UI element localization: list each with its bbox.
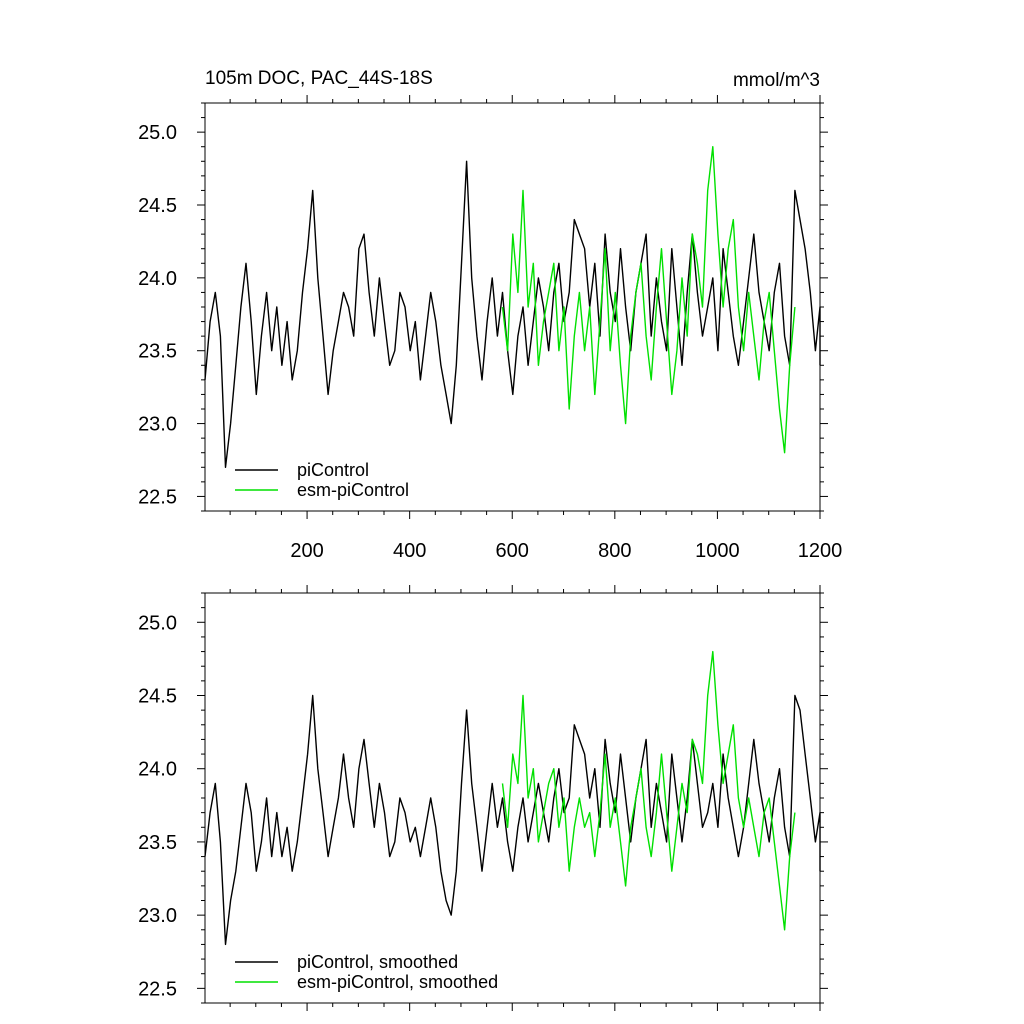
y-tick-label: 22.5 — [138, 978, 177, 1000]
top-plot-frame — [204, 102, 821, 512]
y-tick-label: 25.0 — [138, 612, 177, 634]
legend-label-picontrol-smoothed: piControl, smoothed — [297, 952, 458, 972]
x-tick-label: 400 — [393, 540, 426, 562]
legend-label-esm-picontrol-smoothed: esm-piControl, smoothed — [297, 972, 498, 992]
top-panel: 105m DOC, PAC_44S-18S mmol/m^3 22.523.02… — [138, 68, 842, 562]
y-tick-label: 25.0 — [138, 122, 177, 144]
bottom-series — [204, 650, 821, 946]
top-x-axis: 200 400 600 800 1000 1200 — [229, 95, 843, 562]
x-tick-label: 1200 — [798, 540, 843, 562]
series-line-esm-picontrol — [501, 145, 796, 454]
top-series — [204, 145, 821, 468]
bottom-legend: piControl, smoothed esm-piControl, smoot… — [235, 952, 498, 992]
series-line-esm-picontrol-smoothed — [501, 650, 796, 931]
bottom-x-axis — [229, 585, 821, 1011]
bottom-y-axis: 22.5 23.0 23.5 24.0 24.5 25.0 — [138, 592, 828, 1004]
top-legend: piControl esm-piControl — [235, 460, 409, 500]
x-tick-label: 800 — [598, 540, 631, 562]
y-tick-label: 24.0 — [138, 268, 177, 290]
y-tick-label: 24.5 — [138, 686, 177, 708]
top-y-axis: 22.5 23.0 23.5 24.0 24.5 25.0 — [138, 102, 828, 512]
y-tick-label: 24.0 — [138, 759, 177, 781]
chart-title: 105m DOC, PAC_44S-18S — [205, 68, 433, 89]
y-tick-label: 23.0 — [138, 414, 177, 436]
x-tick-label: 1000 — [695, 540, 740, 562]
x-tick-label: 600 — [496, 540, 529, 562]
y-tick-label: 22.5 — [138, 486, 177, 508]
y-tick-label: 23.0 — [138, 905, 177, 927]
x-tick-label: 200 — [290, 540, 323, 562]
series-line-picontrol — [204, 160, 821, 468]
series-line-picontrol-smoothed — [204, 694, 821, 946]
units-label: mmol/m^3 — [733, 70, 820, 91]
legend-label-picontrol: piControl — [297, 460, 369, 480]
y-tick-label: 23.5 — [138, 832, 177, 854]
y-tick-label: 24.5 — [138, 195, 177, 217]
legend-label-esm-picontrol: esm-piControl — [297, 480, 409, 500]
y-tick-label: 23.5 — [138, 341, 177, 363]
bottom-panel: 22.5 23.0 23.5 24.0 24.5 25.0 piControl, smoo… — [138, 585, 828, 1011]
bottom-plot-frame — [204, 592, 821, 1004]
